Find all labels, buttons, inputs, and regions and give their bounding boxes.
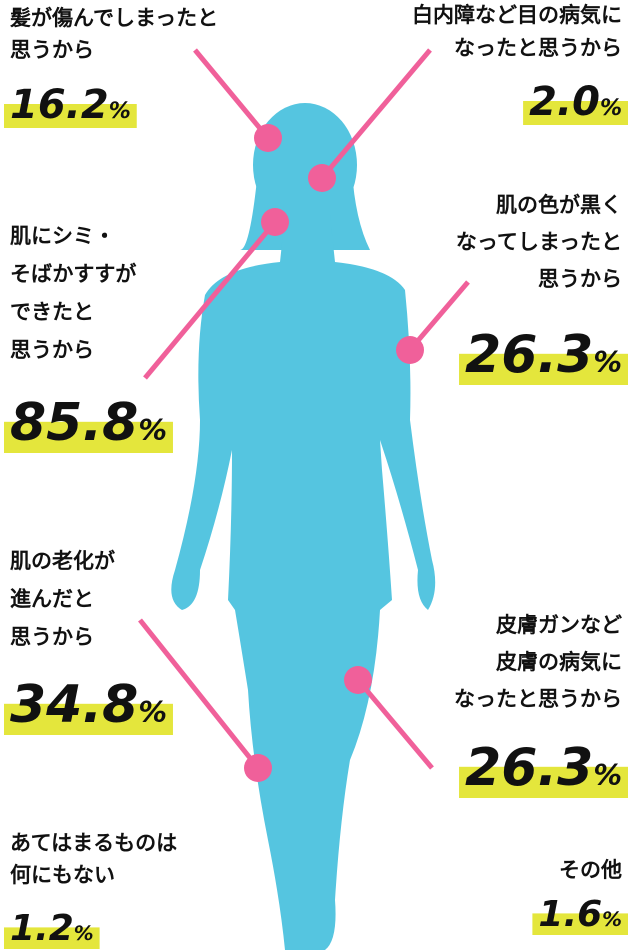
pointer-dot — [254, 124, 282, 152]
callout-label: 肌の老化が — [10, 549, 115, 573]
callout-value: 34.8% — [10, 675, 167, 735]
value-number: 16.2 — [10, 82, 109, 128]
callout-value: 16.2% — [10, 82, 131, 128]
pointer-dot — [308, 164, 336, 192]
callout-label: 肌の色が黒く — [496, 193, 622, 217]
value-unit: % — [74, 922, 94, 945]
callout-label: 肌にシミ・ — [10, 224, 115, 248]
callout-label: なったと思うから — [454, 687, 622, 711]
pointer-dot — [244, 754, 272, 782]
value-unit: % — [109, 99, 131, 124]
callout-label: そばかすすが — [10, 262, 136, 286]
callout-label: 何にもない — [10, 863, 115, 887]
silhouette — [171, 103, 435, 950]
value-unit: % — [138, 695, 167, 729]
callout-value: 26.3% — [465, 325, 622, 385]
callout-label: 白内障など目の病気に — [412, 3, 622, 27]
callout-value: 1.2% — [10, 908, 94, 949]
value-unit: % — [593, 345, 622, 379]
value-unit: % — [602, 908, 622, 931]
callout-label: 皮膚の病気に — [496, 650, 622, 674]
value-unit: % — [138, 413, 167, 447]
callout-value: 26.3% — [465, 738, 622, 798]
infographic: 髪が傷んでしまったと思うから16.2%白内障など目の病気になったと思うから2.0… — [0, 0, 632, 952]
callout-value: 85.8% — [10, 393, 167, 453]
pointer-line — [195, 50, 268, 138]
value-number: 1.2 — [10, 908, 74, 949]
callout-label: なってしまったと — [456, 230, 622, 254]
value-number: 26.3 — [465, 738, 593, 798]
value-number: 26.3 — [465, 325, 593, 385]
pointer-dot — [344, 666, 372, 694]
callout-label: 思うから — [538, 267, 622, 291]
callout-label: できたと — [10, 300, 94, 324]
value-number: 2.0 — [529, 79, 600, 125]
callout-label: 思うから — [10, 38, 94, 62]
value-number: 85.8 — [10, 393, 138, 453]
value-unit: % — [600, 96, 622, 121]
callout-label: あてはまるものは — [10, 831, 177, 855]
callout-label: 思うから — [10, 625, 94, 649]
callout-value: 1.6% — [538, 894, 622, 935]
callout-label: 髪が傷んでしまったと — [9, 6, 218, 30]
callout-label: 思うから — [10, 338, 94, 362]
callout-label: その他 — [559, 858, 622, 882]
callout-label: なったと思うから — [454, 36, 622, 60]
pointer-line — [322, 50, 430, 178]
value-unit: % — [593, 758, 622, 792]
value-number: 34.8 — [10, 675, 138, 735]
value-number: 1.6 — [538, 894, 602, 935]
callout-label: 皮膚ガンなど — [496, 613, 622, 637]
pointer-dot — [261, 208, 289, 236]
pointer-line — [358, 680, 432, 768]
pointer-dot — [396, 336, 424, 364]
callout-value: 2.0% — [529, 79, 622, 125]
callout-label: 進んだと — [10, 587, 94, 611]
